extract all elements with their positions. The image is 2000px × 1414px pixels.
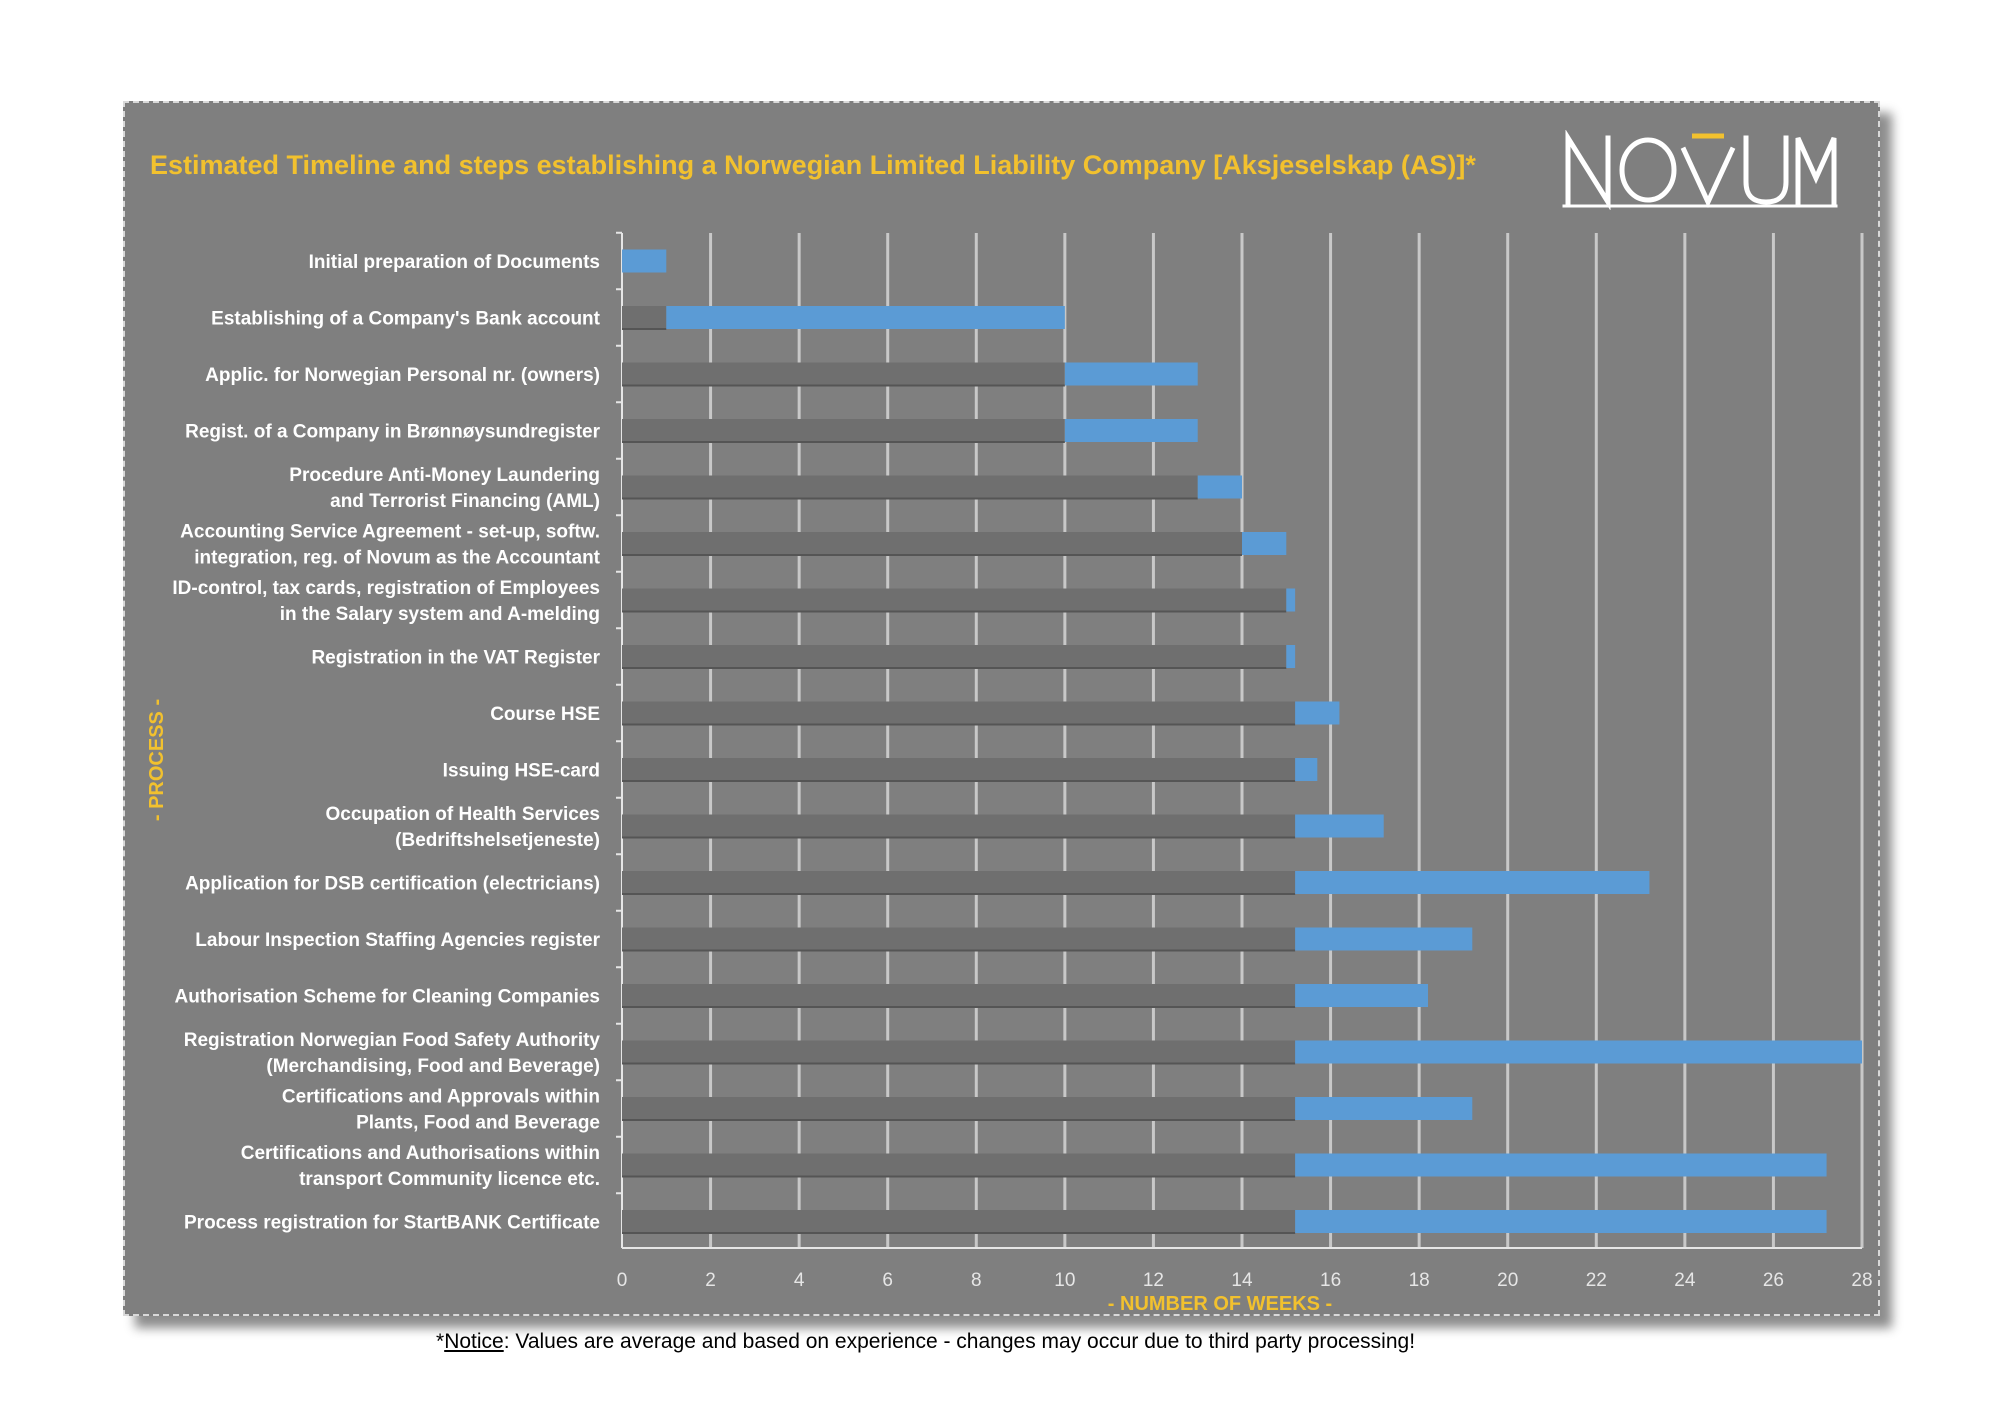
grid-lines bbox=[616, 231, 1864, 1249]
footnote-prefix: * bbox=[436, 1330, 445, 1353]
chart-title: Estimated Timeline and steps establishin… bbox=[150, 150, 1476, 180]
x-tick-label: 2 bbox=[705, 1270, 716, 1291]
category-label: Registration Norwegian Food Safety Autho… bbox=[184, 1030, 601, 1077]
x-tick-label: 24 bbox=[1674, 1270, 1696, 1291]
offset-bar bbox=[622, 419, 1065, 442]
offset-bar bbox=[622, 927, 1296, 951]
duration-bar bbox=[1295, 984, 1428, 1007]
duration-bar bbox=[666, 306, 1065, 329]
x-tick-label: 4 bbox=[794, 1270, 805, 1291]
offset-bar bbox=[622, 1097, 1296, 1120]
x-tick-label: 22 bbox=[1586, 1270, 1607, 1291]
category-label: Issuing HSE-card bbox=[443, 761, 600, 782]
offset-bar bbox=[622, 758, 1296, 781]
category-label: Certifications and Approvals within Plant… bbox=[282, 1087, 600, 1134]
offset-bar bbox=[622, 532, 1242, 555]
duration-bar bbox=[1295, 814, 1384, 838]
offset-bar bbox=[622, 306, 667, 329]
novum-logo bbox=[1560, 129, 1840, 211]
x-axis-ticks: 0 2 4 6 8 10 12 14 16 18 20 22 24 26 28 bbox=[617, 1270, 1873, 1291]
category-label: Establishing of a Company's Bank account bbox=[211, 309, 600, 330]
duration-bar bbox=[1064, 419, 1198, 442]
category-label: Registration in the VAT Register bbox=[311, 648, 600, 669]
category-label: Regist. of a Company in Brønnøysundregis… bbox=[185, 422, 600, 443]
x-axis-label: - NUMBER OF WEEKS - bbox=[1108, 1293, 1332, 1315]
duration-bar bbox=[1295, 1153, 1827, 1177]
x-tick-label: 18 bbox=[1409, 1270, 1430, 1291]
x-tick-label: 26 bbox=[1763, 1270, 1784, 1291]
offset-bar bbox=[622, 1210, 1296, 1233]
duration-bar bbox=[1295, 701, 1340, 725]
y-axis-label: - PROCESS - bbox=[146, 699, 168, 821]
offset-bar bbox=[622, 701, 1296, 725]
category-label: Procedure Anti-Money Laundering and Terro… bbox=[289, 465, 600, 512]
bars bbox=[622, 249, 1862, 1234]
x-tick-label: 0 bbox=[617, 1270, 628, 1291]
x-tick-label: 10 bbox=[1054, 1270, 1075, 1291]
category-label: Authorisation Scheme for Cleaning Compan… bbox=[175, 987, 600, 1008]
novum-logo-mark bbox=[1562, 129, 1838, 211]
offset-bar bbox=[622, 984, 1296, 1007]
x-tick-label: 20 bbox=[1497, 1270, 1518, 1291]
category-label: Accounting Service Agreement - set-up, s… bbox=[180, 522, 600, 569]
category-label: Course HSE bbox=[490, 704, 600, 725]
duration-bar bbox=[1295, 758, 1318, 781]
duration-bar bbox=[1295, 871, 1650, 894]
duration-bar bbox=[1295, 1210, 1827, 1233]
duration-bar bbox=[1286, 645, 1296, 668]
category-label: Process registration for StartBANK Certi… bbox=[184, 1213, 600, 1234]
category-label: Occupation of Health Services (Bedriftshe… bbox=[325, 804, 600, 851]
offset-bar bbox=[622, 1153, 1296, 1177]
duration-bar bbox=[1064, 362, 1198, 386]
x-tick-label: 28 bbox=[1851, 1270, 1872, 1291]
offset-bar bbox=[622, 362, 1065, 386]
duration-bar bbox=[1295, 1040, 1862, 1064]
category-labels: Initial preparation of Documents Establis… bbox=[172, 252, 600, 1234]
category-label: Labour Inspection Staffing Agencies regi… bbox=[195, 930, 600, 951]
footnote: *Notice: Values are average and based on… bbox=[436, 1330, 1415, 1354]
category-label: ID-control, tax cards, registration of E… bbox=[172, 578, 600, 625]
offset-bar bbox=[622, 814, 1296, 838]
category-label: Applic. for Norwegian Personal nr. (owne… bbox=[205, 365, 600, 386]
offset-bar bbox=[622, 871, 1296, 894]
category-label: Certifications and Authorisations within… bbox=[241, 1143, 600, 1190]
duration-bar bbox=[622, 249, 667, 273]
duration-bar bbox=[1295, 927, 1473, 951]
x-tick-label: 12 bbox=[1143, 1270, 1164, 1291]
x-tick-label: 8 bbox=[971, 1270, 982, 1291]
offset-bar bbox=[622, 588, 1287, 612]
footnote-notice: Notice bbox=[444, 1330, 504, 1353]
duration-bar bbox=[1295, 1097, 1473, 1120]
offset-bar bbox=[622, 1040, 1296, 1064]
x-tick-label: 16 bbox=[1320, 1270, 1341, 1291]
duration-bar bbox=[1197, 475, 1242, 499]
duration-bar bbox=[1242, 532, 1287, 555]
offset-bar bbox=[622, 475, 1198, 499]
x-tick-label: 6 bbox=[882, 1270, 893, 1291]
category-label: Application for DSB certification (elect… bbox=[185, 874, 600, 895]
footnote-text: : Values are average and based on experi… bbox=[503, 1330, 1416, 1353]
category-label: Initial preparation of Documents bbox=[309, 252, 600, 273]
offset-bar bbox=[622, 645, 1287, 668]
duration-bar bbox=[1286, 588, 1296, 612]
x-tick-label: 14 bbox=[1231, 1270, 1253, 1291]
